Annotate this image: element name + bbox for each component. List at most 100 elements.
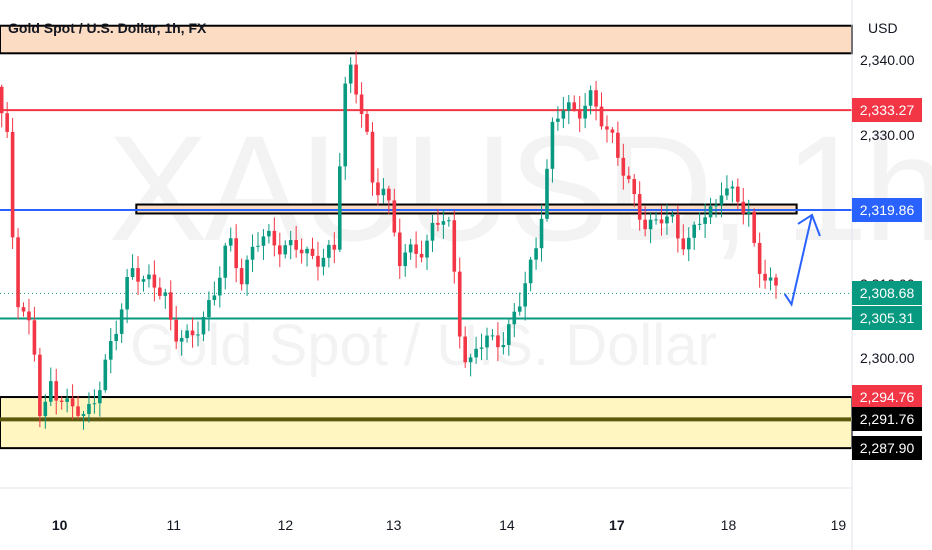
candle-body bbox=[621, 157, 626, 176]
candle-body bbox=[703, 217, 707, 224]
candle-body bbox=[108, 341, 113, 360]
candle-body bbox=[736, 186, 740, 202]
candle-body bbox=[256, 245, 260, 247]
candle-body bbox=[179, 338, 184, 342]
candle-body bbox=[370, 131, 375, 183]
candle-body bbox=[185, 330, 189, 339]
candle-body bbox=[686, 237, 691, 250]
candle-body bbox=[594, 90, 598, 107]
candle-body bbox=[376, 182, 380, 196]
candle-body bbox=[583, 105, 587, 119]
candle-body bbox=[746, 211, 751, 214]
candle-body bbox=[408, 244, 413, 253]
candle-body bbox=[158, 287, 162, 296]
symbol-title[interactable]: Gold Spot / U.S. Dollar, 1h, FX bbox=[8, 20, 207, 36]
candle-body bbox=[272, 230, 277, 246]
candle-body bbox=[21, 307, 26, 312]
candle-body bbox=[223, 245, 228, 278]
candle-body bbox=[305, 248, 309, 254]
candle-body bbox=[436, 222, 440, 225]
candle-body bbox=[147, 274, 151, 280]
candle-body bbox=[616, 132, 620, 158]
candle-body bbox=[561, 110, 566, 119]
candle-body bbox=[605, 126, 609, 130]
candle-body bbox=[708, 206, 713, 218]
price-tick-label: 2,300.00 bbox=[860, 350, 915, 366]
candle-body bbox=[665, 216, 669, 224]
candle-body bbox=[599, 106, 604, 127]
candle-body bbox=[196, 334, 200, 336]
candle-body bbox=[261, 236, 266, 246]
candle-body bbox=[163, 292, 168, 296]
candle-body bbox=[310, 248, 315, 256]
candle-body bbox=[343, 83, 348, 167]
price-label: 2,294.76 bbox=[852, 385, 922, 410]
price-label: 2,308.68 bbox=[852, 281, 922, 306]
candle-body bbox=[479, 347, 484, 349]
candle-body bbox=[730, 186, 735, 189]
candle-body bbox=[676, 214, 680, 239]
candle-body bbox=[556, 118, 560, 122]
price-label: 2,333.27 bbox=[852, 98, 922, 123]
candle-body bbox=[425, 240, 429, 258]
candle-body bbox=[125, 277, 129, 310]
candle-body bbox=[392, 200, 397, 233]
candle-body bbox=[87, 403, 91, 415]
candle-body bbox=[768, 277, 773, 281]
time-tick-label: 17 bbox=[609, 517, 625, 533]
price-tick-label: 2,340.00 bbox=[860, 52, 915, 68]
candle-body bbox=[5, 113, 9, 132]
candle-body bbox=[152, 274, 157, 288]
candle-body bbox=[670, 214, 675, 217]
candle-body bbox=[337, 166, 342, 250]
candle-body bbox=[283, 245, 288, 255]
candle-body bbox=[38, 354, 42, 417]
candle-body bbox=[92, 403, 97, 405]
candle-body bbox=[207, 300, 211, 317]
candle-body bbox=[414, 244, 418, 254]
candle-body bbox=[65, 398, 69, 402]
candle-body bbox=[534, 248, 538, 260]
candle-body bbox=[566, 102, 571, 111]
price-label: 2,305.31 bbox=[852, 306, 922, 331]
price-label: 2,319.86 bbox=[852, 198, 922, 223]
candle-body bbox=[523, 283, 527, 307]
currency-label[interactable]: USD bbox=[868, 20, 898, 36]
candle-body bbox=[190, 330, 195, 336]
time-tick-label: 14 bbox=[499, 517, 515, 533]
candle-body bbox=[114, 333, 119, 342]
candle-body bbox=[359, 94, 364, 114]
candle-body bbox=[403, 252, 408, 267]
candle-body bbox=[632, 179, 637, 195]
candle-body bbox=[588, 90, 593, 106]
price-label: 2,291.76 bbox=[852, 407, 922, 432]
candle-body bbox=[81, 414, 86, 416]
candle-body bbox=[550, 121, 555, 169]
candle-body bbox=[10, 131, 15, 238]
candle-body bbox=[648, 219, 653, 230]
candle-body bbox=[27, 311, 31, 321]
candle-body bbox=[141, 279, 146, 282]
candle-body bbox=[752, 211, 756, 243]
candle-body bbox=[327, 244, 331, 258]
time-tick-label: 18 bbox=[720, 517, 737, 533]
time-tick-label: 12 bbox=[277, 517, 294, 533]
candle-body bbox=[577, 109, 582, 119]
candle-body bbox=[381, 188, 386, 196]
watermark-ticker: XAUUSD, 1h bbox=[108, 104, 932, 272]
candle-body bbox=[496, 335, 500, 348]
candle-body bbox=[714, 204, 718, 207]
candle-body bbox=[419, 253, 424, 258]
candle-body bbox=[441, 221, 446, 225]
candle-body bbox=[474, 348, 478, 358]
candle-body bbox=[234, 238, 238, 269]
candle-body bbox=[70, 398, 75, 407]
candle-body bbox=[59, 400, 64, 402]
candle-body bbox=[16, 237, 20, 308]
candle-body bbox=[316, 255, 320, 267]
candle-body bbox=[468, 357, 473, 363]
candle-body bbox=[457, 271, 462, 337]
candle-body bbox=[48, 381, 53, 402]
candle-body bbox=[348, 64, 353, 84]
candle-body bbox=[692, 224, 697, 238]
